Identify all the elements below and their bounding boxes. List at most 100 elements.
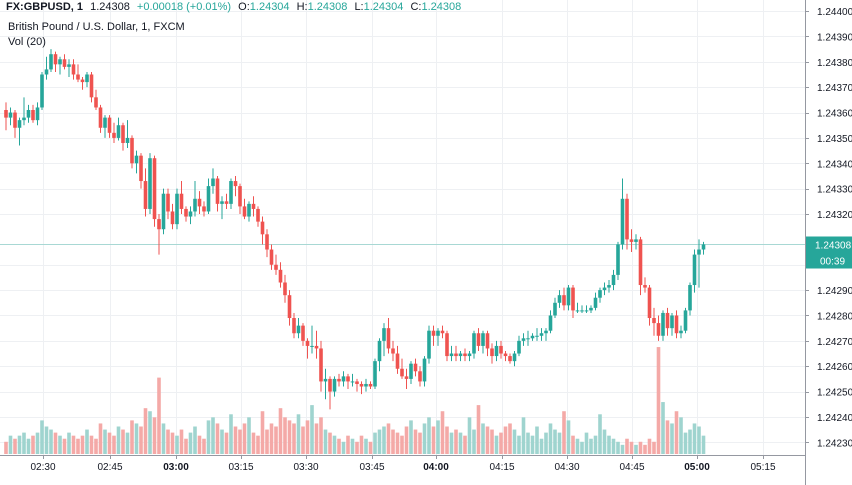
candle-body[interactable]: [683, 310, 688, 331]
candle-body[interactable]: [611, 274, 616, 286]
candle-body[interactable]: [670, 315, 674, 329]
candle-body[interactable]: [292, 318, 296, 334]
candle-body[interactable]: [616, 244, 620, 275]
candle-body[interactable]: [355, 381, 359, 384]
candle-body[interactable]: [697, 249, 701, 255]
candle-body[interactable]: [427, 330, 431, 359]
candle-body[interactable]: [148, 158, 152, 209]
candle-body[interactable]: [287, 295, 292, 319]
candle-body[interactable]: [229, 181, 233, 204]
candle-body[interactable]: [472, 333, 476, 354]
candle-body[interactable]: [436, 330, 440, 336]
candle-body[interactable]: [602, 287, 607, 291]
candle-body[interactable]: [589, 307, 593, 311]
candle-body[interactable]: [688, 285, 692, 311]
candle-body[interactable]: [404, 376, 409, 379]
candle-body[interactable]: [211, 178, 215, 187]
candle-body[interactable]: [625, 198, 629, 240]
candle-body[interactable]: [58, 59, 62, 65]
candle-body[interactable]: [571, 287, 575, 311]
candle-body[interactable]: [440, 330, 445, 334]
candle-body[interactable]: [31, 110, 35, 121]
candle-body[interactable]: [647, 287, 652, 319]
candle-body[interactable]: [463, 353, 467, 357]
candle-body[interactable]: [418, 371, 422, 382]
candle-body[interactable]: [445, 333, 449, 357]
candle-body[interactable]: [526, 338, 530, 340]
candle-body[interactable]: [274, 264, 278, 270]
candle-body[interactable]: [359, 383, 364, 387]
candle-body[interactable]: [530, 335, 535, 339]
candle-body[interactable]: [679, 330, 683, 334]
candle-body[interactable]: [391, 348, 395, 354]
candle-body[interactable]: [346, 376, 350, 382]
candle-body[interactable]: [499, 345, 503, 354]
candle-body[interactable]: [535, 335, 539, 337]
candle-body[interactable]: [310, 345, 314, 347]
candle-body[interactable]: [139, 155, 143, 182]
candle-body[interactable]: [517, 340, 521, 354]
candle-body[interactable]: [71, 64, 76, 75]
candle-body[interactable]: [386, 328, 391, 349]
candle-body[interactable]: [314, 345, 319, 349]
candle-body[interactable]: [247, 203, 251, 217]
candle-body[interactable]: [692, 254, 697, 286]
candle-body[interactable]: [674, 315, 679, 334]
candle-body[interactable]: [8, 112, 13, 118]
candle-body[interactable]: [265, 234, 269, 250]
candle-body[interactable]: [661, 312, 665, 336]
candle-body[interactable]: [458, 353, 463, 357]
candle-body[interactable]: [134, 155, 139, 164]
candle-body[interactable]: [62, 59, 67, 67]
candle-body[interactable]: [350, 381, 355, 383]
candle-body[interactable]: [44, 69, 49, 75]
candle-body[interactable]: [620, 198, 625, 245]
candle-body[interactable]: [557, 295, 562, 303]
candle-body[interactable]: [85, 74, 89, 83]
candle-body[interactable]: [175, 193, 179, 225]
candle-body[interactable]: [301, 325, 305, 341]
candle-body[interactable]: [278, 269, 283, 283]
candle-body[interactable]: [238, 186, 242, 207]
candle-body[interactable]: [508, 356, 512, 362]
candle-body[interactable]: [575, 310, 580, 312]
candle-body[interactable]: [638, 239, 643, 286]
candle-body[interactable]: [202, 206, 206, 212]
candle-body[interactable]: [143, 181, 148, 209]
candle-body[interactable]: [80, 79, 85, 83]
candle-body[interactable]: [53, 54, 58, 65]
candle-body[interactable]: [103, 117, 107, 128]
candle-body[interactable]: [629, 239, 634, 242]
candle-body[interactable]: [112, 132, 116, 138]
candle-body[interactable]: [413, 363, 418, 372]
candle-body[interactable]: [269, 249, 274, 265]
candle-body[interactable]: [485, 333, 490, 349]
volume-study-label[interactable]: Vol (20): [8, 36, 46, 48]
candle-body[interactable]: [67, 64, 71, 67]
candle-body[interactable]: [584, 310, 589, 312]
candle-body[interactable]: [35, 107, 40, 121]
symbol-label[interactable]: FX:GBPUSD, 1: [6, 1, 84, 13]
candle-body[interactable]: [652, 318, 656, 324]
candle-body[interactable]: [40, 74, 44, 108]
candle-body[interactable]: [94, 97, 98, 108]
candle-body[interactable]: [373, 361, 377, 387]
candle-body[interactable]: [512, 353, 517, 362]
candle-body[interactable]: [449, 353, 454, 357]
candle-body[interactable]: [580, 310, 584, 312]
candle-body[interactable]: [116, 125, 121, 138]
candle-body[interactable]: [251, 203, 256, 209]
candle-body[interactable]: [598, 290, 602, 298]
candle-body[interactable]: [22, 117, 26, 121]
candle-body[interactable]: [476, 333, 481, 346]
candle-body[interactable]: [170, 211, 175, 225]
candle-body[interactable]: [656, 323, 661, 336]
candle-body[interactable]: [665, 312, 670, 329]
candle-body[interactable]: [431, 330, 436, 336]
candle-body[interactable]: [409, 363, 413, 379]
candle-body[interactable]: [422, 358, 427, 382]
candle-body[interactable]: [197, 198, 202, 207]
candle-body[interactable]: [607, 285, 611, 288]
candle-body[interactable]: [539, 333, 544, 336]
candle-body[interactable]: [332, 378, 337, 392]
